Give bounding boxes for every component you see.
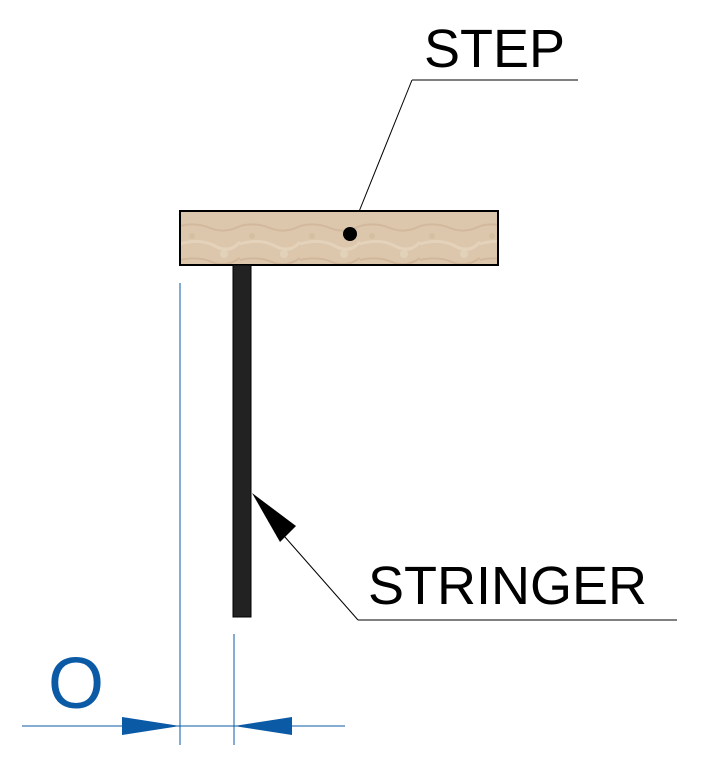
stringer-leader-line (269, 519, 359, 621)
dimension-arrow-right (234, 717, 292, 735)
step-leader-line (349, 79, 413, 235)
step-leader-dot (343, 227, 357, 241)
dimension-arrow-left (122, 717, 180, 735)
stringer-arrowhead (252, 493, 296, 542)
step-board (179, 210, 499, 266)
stringer-plate (232, 264, 252, 618)
dimension-label: O (48, 644, 104, 724)
step-label: STEP (424, 19, 565, 79)
stringer-label: STRINGER (368, 556, 647, 616)
